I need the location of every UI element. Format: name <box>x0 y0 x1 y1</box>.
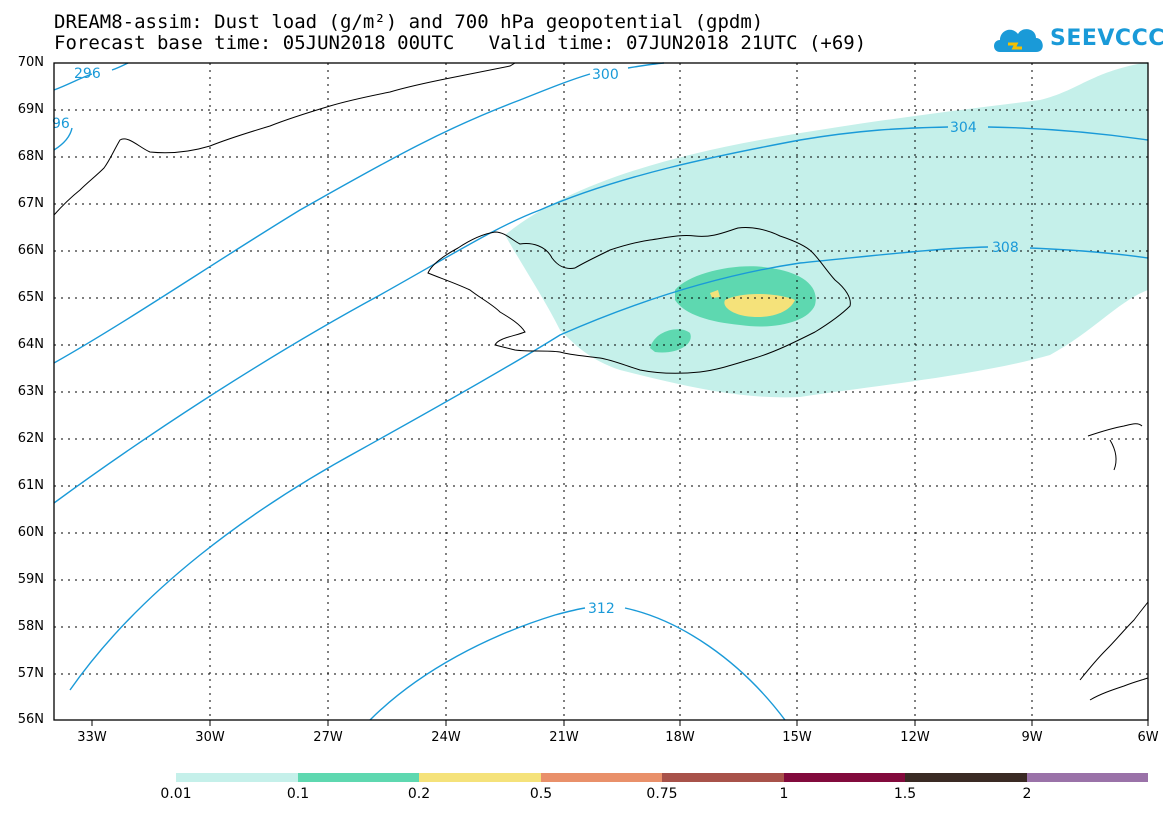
lat-label-63n: 63N <box>17 384 44 399</box>
lat-label-60n: 60N <box>17 525 44 540</box>
lon-label-15w: 15W <box>782 730 812 745</box>
lat-label-56n: 56N <box>17 712 44 727</box>
contour-label-296: 296 <box>74 66 101 82</box>
contour-296-b <box>53 127 73 151</box>
legend-label-2: 2 <box>1022 786 1032 802</box>
legend-label-0.1: 0.1 <box>286 786 310 802</box>
faroe-coast <box>1087 423 1143 471</box>
dust-area-0.01 <box>505 62 1148 398</box>
contour-label-96: 96 <box>52 116 70 132</box>
legend-label-0.01: 0.01 <box>160 786 192 802</box>
lat-label-65n: 65N <box>17 290 44 305</box>
lat-label-64n: 64N <box>17 337 44 352</box>
dust-area-0.1-b <box>650 329 691 353</box>
legend-swatch-0.2 <box>419 773 541 782</box>
lon-label-21w: 21W <box>549 730 579 745</box>
lat-label-69n: 69N <box>17 102 44 117</box>
lat-label-70n: 70N <box>17 55 44 70</box>
lat-label-68n: 68N <box>17 149 44 164</box>
contour-304 <box>53 126 1149 504</box>
lon-label-30w: 30W <box>195 730 225 745</box>
iceland-coast <box>427 227 851 374</box>
lon-label-9w: 9W <box>1021 730 1043 745</box>
scotland-coast <box>1079 601 1149 701</box>
contour-312 <box>369 607 786 721</box>
legend-swatch-0.75 <box>662 773 784 782</box>
contour-label-304: 304 <box>950 120 977 136</box>
legend-swatch-0.1 <box>298 773 419 782</box>
lat-label-67n: 67N <box>17 196 44 211</box>
dust-area-0.2-b <box>710 290 720 298</box>
map-title: DREAM8-assim: Dust load (g/m²) and 700 h… <box>54 11 764 33</box>
lat-label-62n: 62N <box>17 431 44 446</box>
legend-label-0.75: 0.75 <box>646 786 678 802</box>
lat-label-61n: 61N <box>17 478 44 493</box>
lon-label-6w: 6W <box>1137 730 1159 745</box>
contour-296-a <box>53 62 129 91</box>
legend-label-1: 1 <box>779 786 789 802</box>
contour-label-312: 312 <box>588 601 615 617</box>
legend-swatch-0.5 <box>541 773 662 782</box>
lon-label-33w: 33W <box>77 730 107 745</box>
lon-label-18w: 18W <box>665 730 695 745</box>
greenland-coast <box>53 62 516 216</box>
logo-text: SEEVCCC <box>1050 26 1165 51</box>
legend-label-0.2: 0.2 <box>407 786 431 802</box>
contour-label-300: 300 <box>592 67 619 83</box>
seevccc-logo-icon <box>994 29 1043 52</box>
legend-swatch-1 <box>784 773 905 782</box>
dust-area-0.2 <box>724 294 795 318</box>
legend-swatch-2 <box>1027 773 1148 782</box>
legend-label-0.5: 0.5 <box>529 786 553 802</box>
lat-label-58n: 58N <box>17 619 44 634</box>
legend-colorbar <box>176 773 1148 782</box>
lat-label-66n: 66N <box>17 243 44 258</box>
contour-308 <box>69 246 1149 691</box>
map-subtitle: Forecast base time: 05JUN2018 00UTC Vali… <box>54 32 867 54</box>
lon-label-24w: 24W <box>431 730 461 745</box>
contour-label-308: 308 <box>992 240 1019 256</box>
legend-label-1.5: 1.5 <box>893 786 917 802</box>
lat-label-57n: 57N <box>17 666 44 681</box>
legend-swatch-1.5 <box>905 773 1027 782</box>
legend-swatch-0.01 <box>176 773 298 782</box>
lon-label-27w: 27W <box>313 730 343 745</box>
lat-label-59n: 59N <box>17 572 44 587</box>
lon-label-12w: 12W <box>900 730 930 745</box>
